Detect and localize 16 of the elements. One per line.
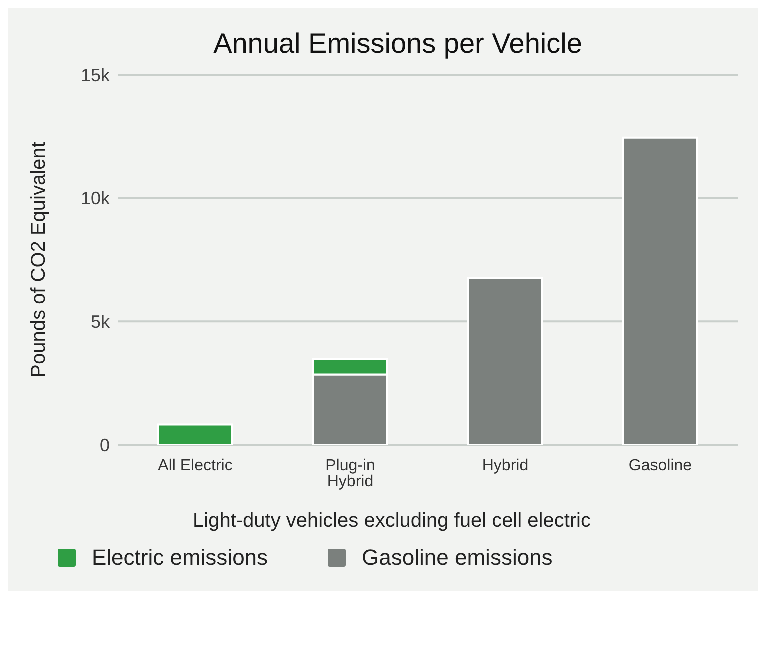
x-tick-label: Hybrid (482, 457, 529, 474)
bar (467, 278, 544, 445)
y-tick-label: 10k (80, 188, 111, 209)
legend-label: Gasoline emissions (362, 545, 553, 571)
legend-label: Electric emissions (92, 545, 268, 571)
y-tick-label: 5k (90, 312, 111, 332)
x-tick-label: All Electric (158, 457, 233, 474)
bar (622, 136, 698, 445)
chart-title: Annual Emissions per Vehicle (212, 27, 584, 60)
bar (157, 424, 234, 445)
x-tick-label: Gasoline (628, 457, 692, 474)
x-tick-label: Plug-in Hybrid (326, 457, 376, 490)
x-axis-title: Light-duty vehicles excluding fuel cell electric (192, 510, 592, 533)
y-axis-title: Pounds of CO2 Equivalent (28, 142, 50, 378)
y-tick-label: 15k (80, 65, 111, 86)
y-tick-label: 0 (100, 435, 110, 456)
